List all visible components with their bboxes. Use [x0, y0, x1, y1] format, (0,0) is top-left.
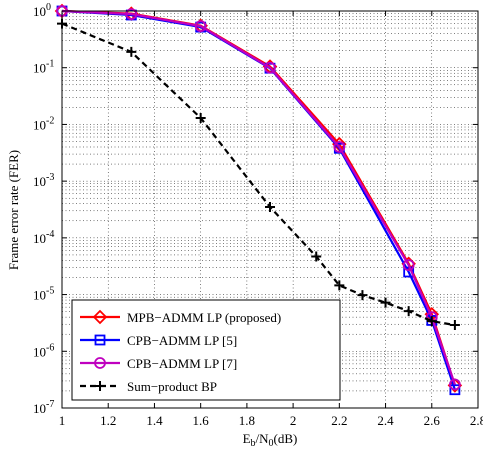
legend-label: Sum−product BP	[127, 379, 217, 394]
plus-marker	[95, 381, 105, 391]
x-tick-label: 1.8	[239, 413, 255, 428]
y-tick-label: 10-1	[33, 59, 54, 76]
plus-marker	[195, 112, 206, 123]
plus-marker	[126, 46, 137, 57]
square-marker	[449, 384, 461, 396]
series-group	[57, 18, 460, 331]
x-tick-label: 2.6	[424, 413, 441, 428]
y-tick-label: 10-7	[33, 399, 54, 416]
plus-marker	[265, 202, 275, 213]
y-axis-label: Frame error rate (FER)	[6, 150, 21, 270]
grid	[62, 11, 478, 408]
x-axis-label: Eb/N0(dB)	[243, 431, 298, 449]
y-tick-label: 10-4	[33, 229, 54, 246]
y-tick-label: 10-5	[33, 286, 54, 303]
square-marker	[94, 334, 106, 346]
x-tick-label: 2.4	[377, 413, 394, 428]
x-tick-label: 2.8	[470, 413, 483, 428]
plus-marker	[380, 297, 391, 308]
x-tick-label: 1.6	[193, 413, 210, 428]
legend-label: CPB−ADMM LP [7]	[127, 356, 237, 371]
circle-marker	[333, 141, 346, 153]
legend-label: MPB−ADMM LP (proposed)	[127, 310, 281, 325]
series-line	[61, 22, 456, 327]
y-tick-label: 100	[33, 2, 51, 19]
x-tick-label: 2	[290, 413, 297, 428]
plus-marker	[403, 306, 414, 317]
series-line	[61, 9, 456, 385]
series-layer	[54, 3, 463, 396]
circle-marker	[448, 378, 461, 391]
plus-marker	[311, 251, 322, 262]
x-tick-label: 1.2	[100, 413, 116, 428]
y-tick-label: 10-6	[33, 342, 54, 359]
circle-marker	[264, 61, 276, 74]
plus-marker	[357, 290, 368, 301]
plus-marker	[426, 316, 437, 327]
plot-frame	[61, 10, 479, 409]
axis-ticks: 1 1.2 1.4 1.6 1.8 2 2.2 2.4 2.6 2.8 10-7 10-6 10-5 10…	[33, 2, 483, 428]
circle-marker	[125, 8, 138, 21]
diamond-marker	[447, 378, 463, 393]
circle-marker	[402, 259, 415, 272]
plus-marker	[449, 320, 460, 331]
legend-label: CPB−ADMM LP [5]	[127, 333, 237, 348]
circle-marker	[194, 20, 207, 33]
plus-marker	[334, 280, 345, 291]
y-tick-label: 10-2	[33, 115, 54, 132]
y-tick-label: 10-3	[33, 172, 54, 189]
x-tick-label: 1	[59, 413, 66, 428]
legend: MPB−ADMM LP (proposed) CPB−ADMM LP [5] CPB…	[71, 299, 341, 401]
x-tick-label: 1.4	[146, 413, 163, 428]
diamond-marker	[92, 309, 108, 325]
circle-marker	[94, 357, 106, 369]
x-tick-label: 2.2	[331, 413, 347, 428]
